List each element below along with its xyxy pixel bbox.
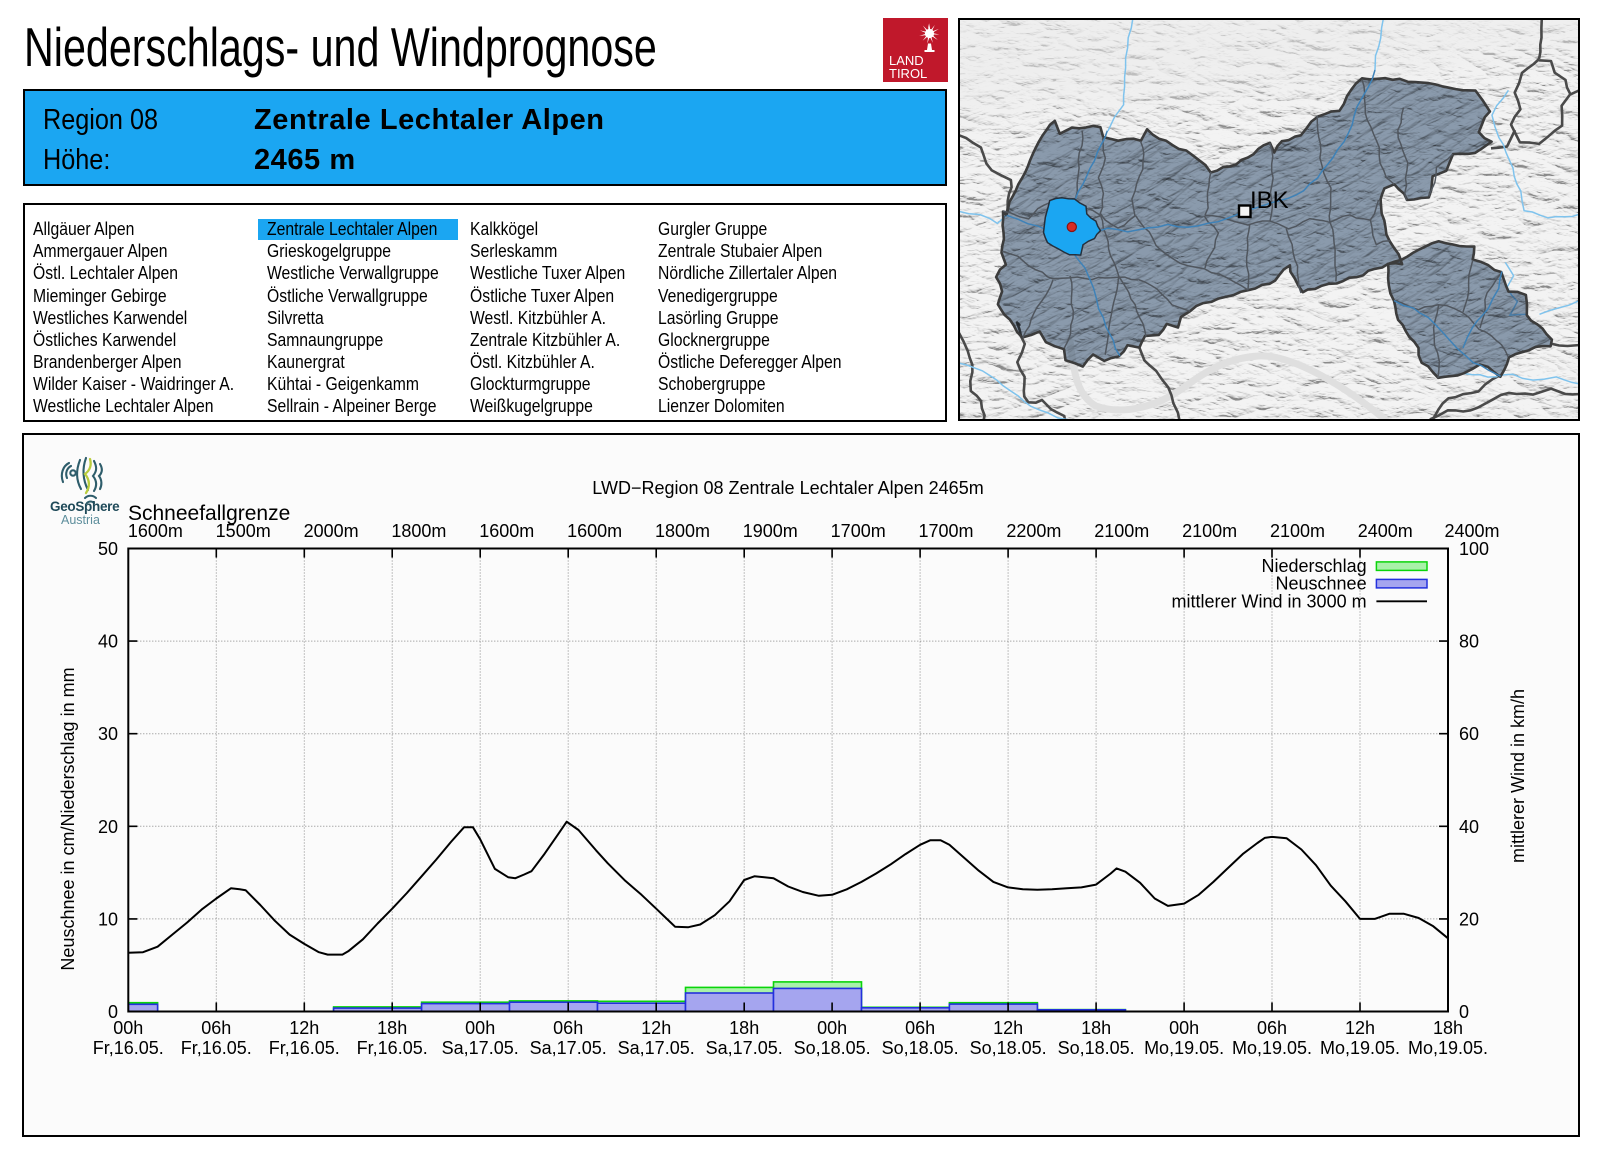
svg-text:50: 50: [98, 539, 118, 559]
svg-text:2400m: 2400m: [1444, 521, 1499, 541]
svg-text:Sa,17.05.: Sa,17.05.: [618, 1038, 695, 1058]
svg-text:10: 10: [98, 909, 118, 929]
svg-text:So,18.05.: So,18.05.: [794, 1038, 871, 1058]
svg-text:mittlerer Wind in km/h: mittlerer Wind in km/h: [1508, 689, 1528, 863]
svg-text:IBK: IBK: [1250, 187, 1289, 214]
svg-text:20: 20: [1459, 909, 1479, 929]
svg-text:Sa,17.05.: Sa,17.05.: [442, 1038, 519, 1058]
svg-text:06h: 06h: [201, 1018, 231, 1038]
svg-text:2000m: 2000m: [304, 521, 359, 541]
svg-text:18h: 18h: [1081, 1018, 1111, 1038]
svg-text:1800m: 1800m: [391, 521, 446, 541]
svg-text:80: 80: [1459, 632, 1479, 652]
svg-text:20: 20: [98, 817, 118, 837]
svg-text:Mo,19.05.: Mo,19.05.: [1232, 1038, 1312, 1058]
svg-text:1500m: 1500m: [216, 521, 271, 541]
svg-text:12h: 12h: [641, 1018, 671, 1038]
svg-text:Fr,16.05.: Fr,16.05.: [93, 1038, 164, 1058]
svg-text:So,18.05.: So,18.05.: [882, 1038, 959, 1058]
svg-text:30: 30: [98, 724, 118, 744]
svg-text:12h: 12h: [289, 1018, 319, 1038]
svg-text:1900m: 1900m: [743, 521, 798, 541]
svg-text:1600m: 1600m: [479, 521, 534, 541]
svg-text:12h: 12h: [993, 1018, 1023, 1038]
svg-text:LWD−Region 08 Zentrale Lechtal: LWD−Region 08 Zentrale Lechtaler Alpen 2…: [592, 478, 983, 498]
svg-text:00h: 00h: [113, 1018, 143, 1038]
svg-text:2100m: 2100m: [1270, 521, 1325, 541]
svg-text:Neuschnee: Neuschnee: [1276, 574, 1367, 594]
svg-text:2200m: 2200m: [1006, 521, 1061, 541]
svg-text:2100m: 2100m: [1094, 521, 1149, 541]
svg-text:00h: 00h: [817, 1018, 847, 1038]
svg-text:Neuschnee in cm/Niederschlag i: Neuschnee in cm/Niederschlag in mm: [58, 667, 78, 970]
svg-text:1700m: 1700m: [831, 521, 886, 541]
svg-text:LAND: LAND: [889, 53, 924, 68]
svg-text:Fr,16.05.: Fr,16.05.: [357, 1038, 428, 1058]
svg-text:12h: 12h: [1345, 1018, 1375, 1038]
svg-text:60: 60: [1459, 724, 1479, 744]
svg-text:06h: 06h: [905, 1018, 935, 1038]
svg-text:06h: 06h: [553, 1018, 583, 1038]
svg-text:18h: 18h: [377, 1018, 407, 1038]
svg-text:18h: 18h: [729, 1018, 759, 1038]
svg-text:Sa,17.05.: Sa,17.05.: [530, 1038, 607, 1058]
svg-text:Mo,19.05.: Mo,19.05.: [1320, 1038, 1400, 1058]
svg-text:00h: 00h: [465, 1018, 495, 1038]
svg-text:Sa,17.05.: Sa,17.05.: [706, 1038, 783, 1058]
svg-text:Austria: Austria: [61, 513, 100, 527]
svg-text:Niederschlag: Niederschlag: [1262, 556, 1367, 576]
svg-text:So,18.05.: So,18.05.: [1058, 1038, 1135, 1058]
svg-text:1600m: 1600m: [128, 521, 183, 541]
svg-text:Mo,19.05.: Mo,19.05.: [1408, 1038, 1488, 1058]
svg-text:40: 40: [98, 632, 118, 652]
svg-text:Fr,16.05.: Fr,16.05.: [181, 1038, 252, 1058]
svg-text:1600m: 1600m: [567, 521, 622, 541]
svg-text:2400m: 2400m: [1358, 521, 1413, 541]
svg-text:So,18.05.: So,18.05.: [970, 1038, 1047, 1058]
svg-text:18h: 18h: [1433, 1018, 1463, 1038]
svg-text:Mo,19.05.: Mo,19.05.: [1144, 1038, 1224, 1058]
svg-text:Schneefallgrenze: Schneefallgrenze: [128, 502, 290, 525]
svg-text:1700m: 1700m: [918, 521, 973, 541]
svg-text:06h: 06h: [1257, 1018, 1287, 1038]
svg-text:Fr,16.05.: Fr,16.05.: [269, 1038, 340, 1058]
svg-text:00h: 00h: [1169, 1018, 1199, 1038]
svg-text:40: 40: [1459, 817, 1479, 837]
svg-text:0: 0: [1459, 1002, 1469, 1022]
svg-text:2100m: 2100m: [1182, 521, 1237, 541]
svg-text:TIROL: TIROL: [889, 66, 927, 81]
svg-text:1800m: 1800m: [655, 521, 710, 541]
svg-text:GeoSphere: GeoSphere: [50, 499, 120, 514]
svg-text:mittlerer Wind in 3000 m: mittlerer Wind in 3000 m: [1172, 592, 1367, 612]
svg-text:0: 0: [108, 1002, 118, 1022]
svg-text:100: 100: [1459, 539, 1489, 559]
